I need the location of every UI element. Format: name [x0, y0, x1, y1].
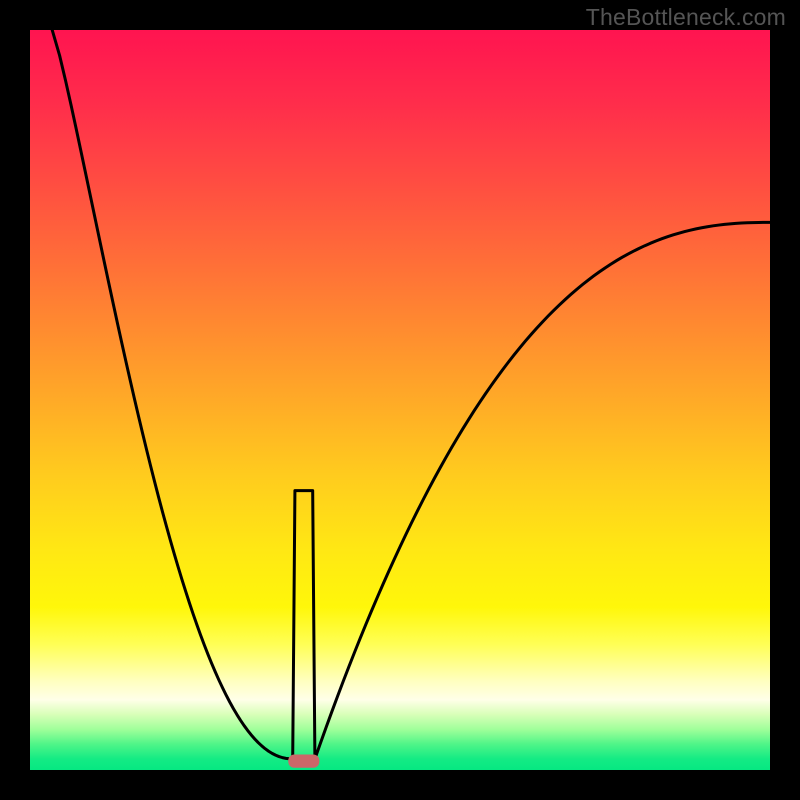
optimal-marker [288, 754, 319, 767]
gradient-background [30, 30, 770, 770]
plot-area [30, 30, 770, 770]
watermark-label: TheBottleneck.com [586, 4, 786, 30]
watermark-text: TheBottleneck.com [586, 4, 786, 31]
